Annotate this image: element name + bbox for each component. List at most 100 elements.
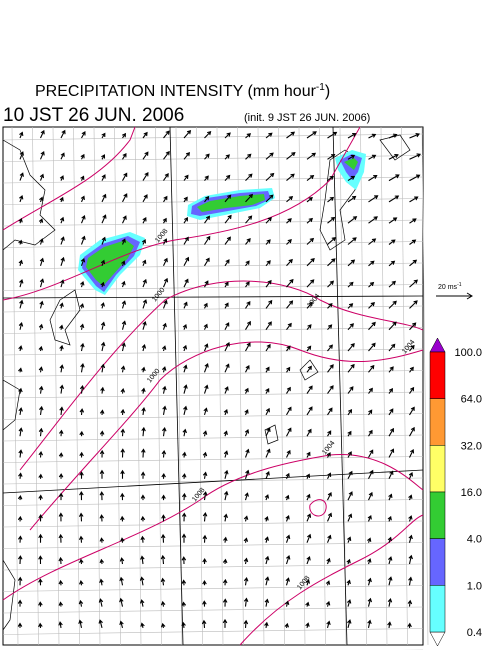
- grid-line: [2, 542, 424, 549]
- wind-arrow: [327, 344, 333, 352]
- wind-arrow: [38, 533, 43, 543]
- wind-arrow: [222, 598, 228, 607]
- wind-arrow: [243, 557, 249, 565]
- wind-arrow: [388, 195, 400, 203]
- wind-arrow: [122, 193, 128, 203]
- colorbar-segment: [429, 585, 446, 633]
- wind-arrow: [245, 281, 250, 288]
- wind-arrow: [409, 448, 415, 458]
- grid-line: [257, 126, 265, 646]
- wind-arrow: [264, 621, 269, 628]
- wind-arrow: [182, 344, 188, 352]
- wind-arrow: [367, 619, 372, 629]
- wind-arrow: [142, 171, 149, 181]
- wind-arrow: [409, 322, 417, 331]
- colorbar-label: 64.0: [461, 394, 482, 406]
- title-text: PRECIPITATION INTENSITY (mm hour: [35, 83, 317, 100]
- wind-arrow: [183, 278, 189, 288]
- wind-arrow: [347, 430, 352, 437]
- vector-scale-text: 20 ms: [438, 284, 458, 291]
- wind-arrow: [368, 133, 377, 139]
- wind-arrow: [326, 534, 332, 543]
- wind-arrow: [244, 448, 250, 458]
- wind-arrow: [409, 300, 418, 309]
- wind-arrow: [163, 195, 168, 203]
- wind-arrow: [140, 494, 146, 501]
- wind-arrow: [38, 366, 44, 373]
- wind-arrow: [306, 493, 311, 501]
- wind-arrow: [59, 324, 64, 330]
- wind-arrow: [325, 580, 331, 586]
- wind-arrow: [38, 494, 43, 501]
- wind-arrow: [202, 580, 207, 586]
- wind-arrow: [306, 217, 313, 224]
- wind-arrow: [59, 196, 64, 203]
- wind-arrow: [142, 320, 147, 330]
- wind-arrow: [286, 406, 292, 416]
- wind-arrow: [38, 601, 43, 607]
- grid-line: [114, 126, 121, 646]
- wind-arrow: [306, 174, 315, 182]
- wind-arrow: [79, 558, 84, 565]
- wind-arrow: [327, 364, 334, 373]
- wind-arrow: [224, 214, 232, 224]
- wind-arrow: [388, 493, 393, 501]
- grid-line: [319, 126, 326, 646]
- wind-arrow: [286, 366, 291, 373]
- wind-arrow: [224, 174, 231, 181]
- wind-arrow: [17, 555, 23, 565]
- wind-arrow: [388, 300, 397, 309]
- wind-arrow: [408, 471, 414, 480]
- wind-arrow: [59, 175, 64, 181]
- wind-arrow: [141, 344, 147, 352]
- grid-line: [134, 126, 142, 646]
- wind-arrow: [409, 239, 417, 245]
- wind-arrow: [120, 448, 125, 458]
- wind-arrow: [79, 491, 84, 501]
- wind-arrow: [141, 426, 146, 437]
- wind-arrow: [121, 300, 127, 309]
- wind-arrow: [183, 236, 189, 245]
- wind-arrow: [347, 342, 355, 352]
- wind-arrow: [202, 451, 208, 458]
- wind-arrow: [306, 279, 315, 288]
- wind-arrow: [286, 449, 291, 458]
- wind-arrow: [140, 471, 146, 479]
- wind-arrow: [244, 492, 249, 501]
- wind-arrow: [368, 342, 376, 352]
- wind-arrow: [224, 386, 229, 394]
- wind-arrow: [120, 388, 126, 394]
- wind-arrow: [409, 426, 415, 437]
- wind-arrow: [326, 452, 331, 458]
- wind-arrow: [60, 256, 65, 266]
- grid-line: [2, 413, 424, 420]
- wind-arrow: [141, 407, 146, 415]
- vector-scale: 20 ms-1: [436, 282, 473, 300]
- wind-arrow: [59, 364, 64, 373]
- wind-arrow: [202, 600, 207, 607]
- wind-arrow: [388, 321, 397, 331]
- wind-arrow: [203, 363, 209, 373]
- wind-arrow: [142, 131, 148, 139]
- wind-arrow: [265, 471, 270, 480]
- wind-arrow: [139, 576, 145, 586]
- wind-arrow: [58, 533, 64, 543]
- wind-arrow: [409, 218, 417, 224]
- wind-arrow: [80, 280, 85, 288]
- wind-arrow: [388, 239, 396, 245]
- wind-arrow: [245, 238, 251, 245]
- wind-arrow: [183, 129, 192, 139]
- wind-arrow: [367, 537, 372, 543]
- wind-arrow: [347, 154, 356, 160]
- wind-arrow: [286, 322, 292, 331]
- wind-arrow: [265, 448, 271, 458]
- wind-arrow: [79, 430, 84, 437]
- wind-arrow: [78, 512, 84, 522]
- wind-arrow: [204, 175, 209, 181]
- wind-arrow: [224, 302, 229, 309]
- wind-arrow: [368, 175, 378, 182]
- wind-arrow: [368, 195, 379, 203]
- wind-arrow: [224, 469, 229, 479]
- wind-arrow: [223, 430, 228, 437]
- grid-line: [155, 126, 162, 646]
